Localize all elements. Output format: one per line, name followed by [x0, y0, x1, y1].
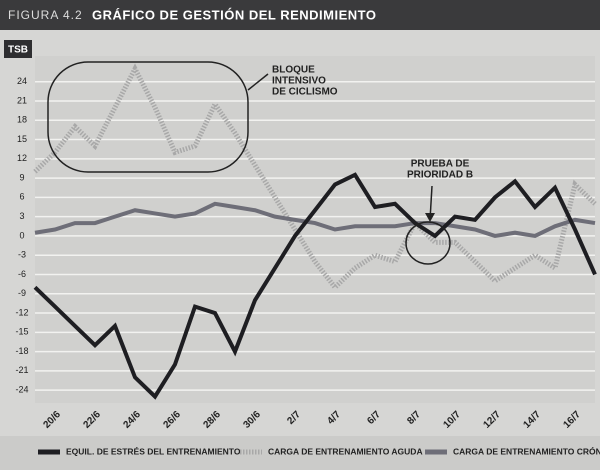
- y-tick-label: -6: [18, 269, 26, 279]
- y-tick-label: 24: [17, 76, 27, 86]
- header-bar: [0, 0, 600, 30]
- y-tick-label: 6: [19, 192, 24, 202]
- y-tick-label: 21: [17, 95, 27, 105]
- y-tick-label: 3: [19, 211, 24, 221]
- figure-label: FIGURA 4.2: [8, 8, 83, 22]
- annotation-text: INTENSIVO: [272, 76, 326, 87]
- y-tick-label: -15: [15, 327, 28, 337]
- legend-label: CARGA DE ENTRENAMIENTO CRÓNICA: [453, 445, 600, 456]
- y-tick-label: 15: [17, 134, 27, 144]
- annotation-text: PRUEBA DE: [411, 159, 470, 170]
- annotation-circle: [405, 221, 451, 265]
- legend-label: CARGA DE ENTRENAMIENTO AGUDA: [268, 446, 423, 456]
- chart-title: GRÁFICO DE GESTIÓN DEL RENDIMIENTO: [92, 7, 376, 22]
- legend-label: EQUIL. DE ESTRÉS DEL ENTRENAMIENTO: [66, 446, 241, 456]
- annotation-text: BLOQUE: [272, 65, 315, 76]
- y-tick-label: -18: [15, 346, 28, 356]
- y-tick-label: 12: [17, 153, 27, 163]
- y-tick-label: -12: [15, 307, 28, 317]
- y-tick-label: 0: [19, 230, 24, 240]
- plot-area: [35, 56, 595, 403]
- annotation-box: [47, 61, 249, 173]
- y-tick-label: -3: [18, 250, 26, 260]
- y-tick-label: 9: [19, 172, 24, 182]
- arrow-head: [425, 213, 435, 222]
- series-line: [34, 201, 596, 239]
- y-tick-label: -21: [15, 365, 28, 375]
- legend-strip: [0, 436, 600, 470]
- y-label-box: [4, 40, 32, 58]
- y-tick-label: -9: [18, 288, 26, 298]
- annotation-arrow: [247, 73, 269, 91]
- annotation-text: PRIORIDAD B: [407, 170, 473, 181]
- annotation-text: DE CICLISMO: [272, 87, 338, 98]
- series-line: [33, 63, 597, 292]
- y-tick-label: 18: [17, 115, 27, 125]
- y-tick-label: -24: [15, 385, 28, 395]
- y-axis-label: TSB: [8, 45, 28, 56]
- series-line: [33, 172, 597, 400]
